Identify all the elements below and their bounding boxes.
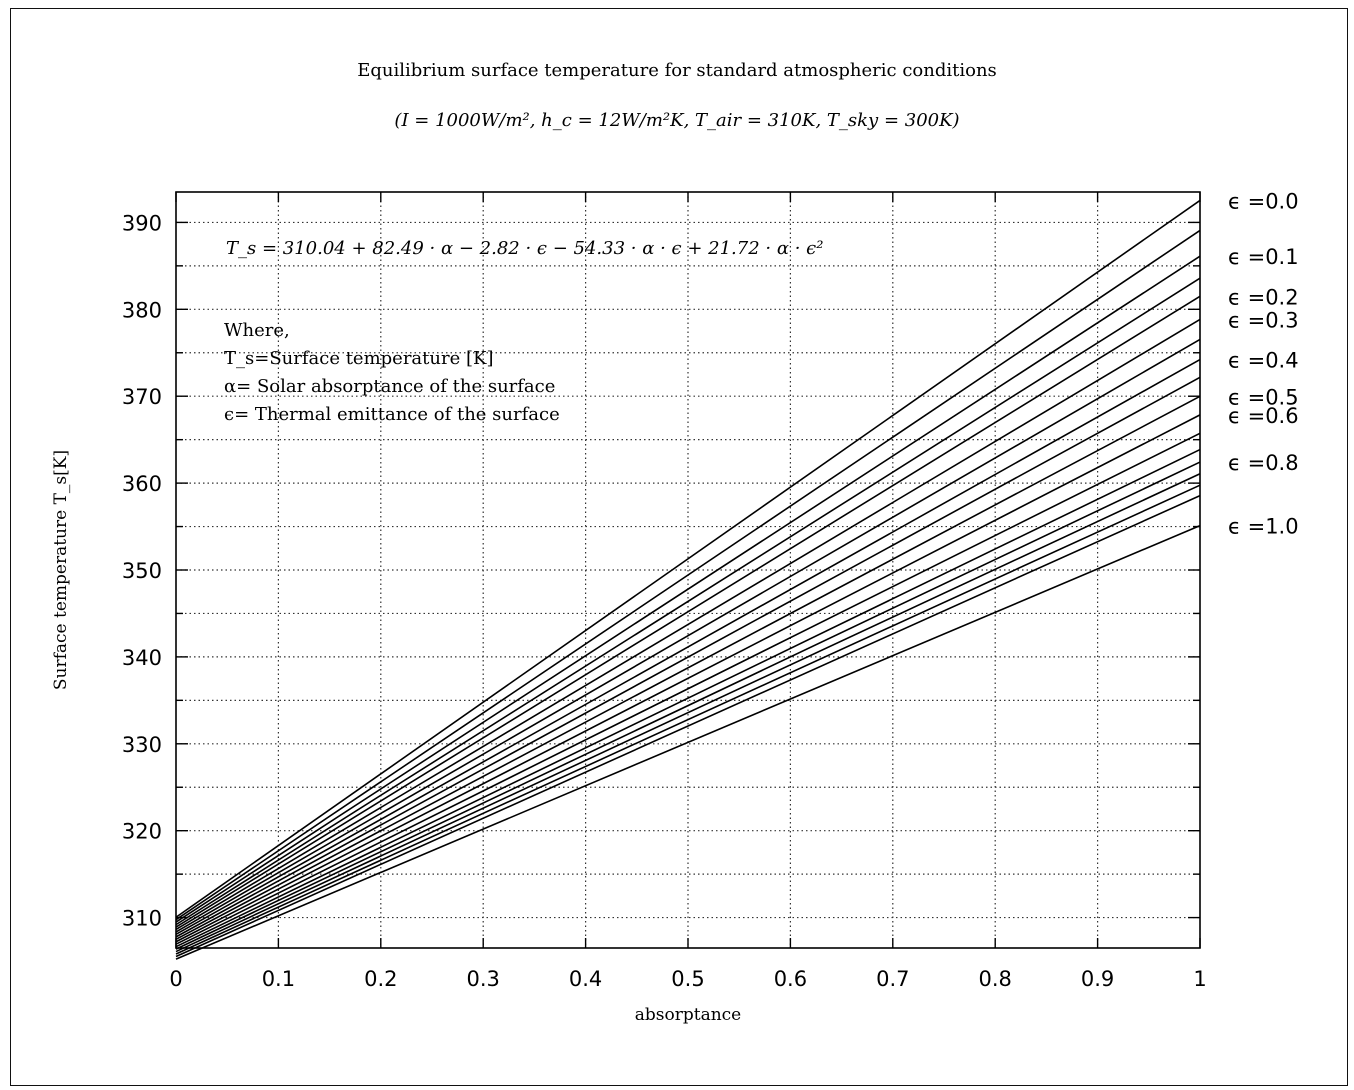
y-tick-label: 350 (122, 559, 162, 583)
series-legend-label: ϵ =0.8 (1228, 451, 1299, 475)
chart-subtitle: (I = 1000W/m², h_c = 12W/m²K, T_air = 31… (394, 110, 960, 131)
series-lines (175, 199, 1201, 960)
series-line (175, 432, 1201, 945)
grid (176, 192, 1200, 948)
x-axis-label: absorptance (635, 1005, 741, 1025)
series-legend-label: ϵ =0.5 (1228, 385, 1299, 409)
x-tick-label: 0 (169, 967, 182, 991)
x-tick-label: 0.8 (978, 967, 1011, 991)
series-line (175, 295, 1201, 928)
legend-note-line: T_s=Surface temperature [K] (224, 348, 493, 369)
legend-note-line: α= Solar absorptance of the surface (224, 376, 555, 397)
x-tick-label: 0.2 (364, 967, 397, 991)
y-tick-label: 330 (122, 733, 162, 757)
chart-title: Equilibrium surface temperature for stan… (357, 60, 997, 81)
x-tick-label: 0.1 (262, 967, 295, 991)
series-line (175, 395, 1201, 941)
series-legend-label: ϵ =0.0 (1228, 189, 1299, 213)
y-tick-label: 320 (122, 820, 162, 844)
series-line (175, 494, 1201, 958)
series-legend: ϵ =0.0ϵ =0.1ϵ =0.2ϵ =0.3ϵ =0.4ϵ =0.5ϵ =0… (1228, 189, 1299, 538)
series-legend-label: ϵ =0.3 (1228, 308, 1299, 332)
y-tick-label: 370 (122, 385, 162, 409)
x-tick-label: 0.3 (466, 967, 499, 991)
legend-note-line: Where, (224, 320, 290, 341)
formula-annotation: T_s = 310.04 + 82.49 · α − 2.82 · ϵ − 54… (226, 238, 823, 259)
y-tick-label: 390 (122, 211, 162, 235)
x-tick-label: 1 (1193, 967, 1206, 991)
x-tick-label: 0.9 (1081, 967, 1114, 991)
series-line (175, 255, 1201, 923)
legend-note-line: ϵ= Thermal emittance of the surface (224, 404, 560, 425)
series-line (175, 358, 1201, 936)
y-tick-label: 340 (122, 646, 162, 670)
series-line (175, 199, 1201, 918)
x-tick-label: 0.5 (671, 967, 704, 991)
series-legend-label: ϵ =0.2 (1228, 285, 1299, 309)
y-tick-label: 310 (122, 907, 162, 931)
series-line (175, 484, 1201, 955)
series-line (175, 461, 1201, 950)
series-line (175, 524, 1201, 960)
series-line (175, 376, 1201, 938)
y-tick-label: 380 (122, 298, 162, 322)
series-line (175, 472, 1201, 953)
series-line (175, 414, 1201, 943)
x-tick-label: 0.7 (876, 967, 909, 991)
legend-notes: Where, T_s=Surface temperature [K] α= Sola… (224, 320, 560, 425)
ticks: 0 0.1 0.2 0.3 0.4 0.5 0.6 0.7 0.8 0.9 1 310 320 330 34… (122, 192, 1207, 991)
y-tick-label: 360 (122, 472, 162, 496)
series-line (175, 318, 1201, 931)
series-legend-label: ϵ =0.4 (1228, 349, 1299, 373)
series-line (175, 277, 1201, 926)
x-tick-label: 0.4 (569, 967, 602, 991)
series-line (175, 448, 1201, 948)
x-tick-label: 0.6 (774, 967, 807, 991)
series-legend-label: ϵ =0.6 (1228, 404, 1299, 428)
series-line (175, 229, 1201, 921)
series-legend-label: ϵ =0.1 (1228, 245, 1299, 269)
y-axis-label: Surface temperature T_s[K] (51, 450, 71, 690)
figure-frame (10, 8, 1348, 1086)
series-legend-label: ϵ =1.0 (1228, 515, 1299, 539)
series-line (175, 338, 1201, 933)
